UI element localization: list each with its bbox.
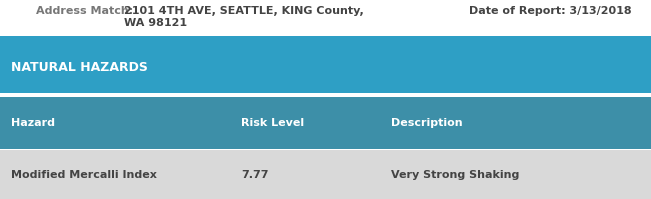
Bar bbox=[0, 97, 651, 149]
Text: Risk Level: Risk Level bbox=[241, 118, 304, 128]
Text: Modified Mercalli Index: Modified Mercalli Index bbox=[11, 170, 157, 180]
Text: 7.77: 7.77 bbox=[241, 170, 268, 180]
Text: Very Strong Shaking: Very Strong Shaking bbox=[391, 170, 519, 180]
Bar bbox=[0, 36, 651, 93]
Text: NATURAL HAZARDS: NATURAL HAZARDS bbox=[11, 60, 148, 73]
Text: Hazard: Hazard bbox=[11, 118, 55, 128]
Text: Address Match:: Address Match: bbox=[36, 6, 133, 16]
Text: Date of Report: 3/13/2018: Date of Report: 3/13/2018 bbox=[469, 6, 631, 16]
Bar bbox=[0, 150, 651, 199]
Text: Description: Description bbox=[391, 118, 462, 128]
Text: 2101 4TH AVE, SEATTLE, KING County,
WA 98121: 2101 4TH AVE, SEATTLE, KING County, WA 9… bbox=[124, 6, 363, 28]
